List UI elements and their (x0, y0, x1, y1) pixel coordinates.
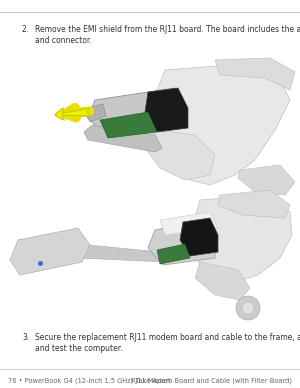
Polygon shape (192, 195, 292, 282)
Text: Secure the replacement RJ11 modem board and cable to the frame, and reassemble
a: Secure the replacement RJ11 modem board … (35, 333, 300, 353)
Text: Remove the EMI shield from the RJ11 board. The board includes the attached cable: Remove the EMI shield from the RJ11 boar… (35, 25, 300, 45)
Polygon shape (84, 125, 162, 152)
Polygon shape (100, 112, 157, 138)
Polygon shape (215, 58, 295, 90)
Polygon shape (180, 218, 218, 256)
Polygon shape (238, 165, 295, 195)
Text: 76 • PowerBook G4 (12-inch 1.5 GHz) Take Apart: 76 • PowerBook G4 (12-inch 1.5 GHz) Take… (8, 378, 171, 385)
Polygon shape (78, 244, 165, 262)
Polygon shape (145, 130, 215, 180)
Polygon shape (195, 262, 250, 300)
Polygon shape (10, 228, 90, 275)
Text: 2.: 2. (22, 25, 29, 34)
Circle shape (242, 302, 254, 314)
Polygon shape (88, 88, 185, 135)
Text: 3.: 3. (22, 333, 29, 342)
Text: RJ11 Modem Board and Cable (with Filter Board): RJ11 Modem Board and Cable (with Filter … (131, 378, 292, 385)
Circle shape (236, 296, 260, 320)
Polygon shape (160, 212, 218, 235)
Polygon shape (86, 104, 106, 122)
Polygon shape (157, 244, 190, 264)
Polygon shape (150, 65, 290, 185)
Polygon shape (148, 220, 215, 265)
Polygon shape (145, 88, 188, 132)
Polygon shape (218, 190, 290, 218)
